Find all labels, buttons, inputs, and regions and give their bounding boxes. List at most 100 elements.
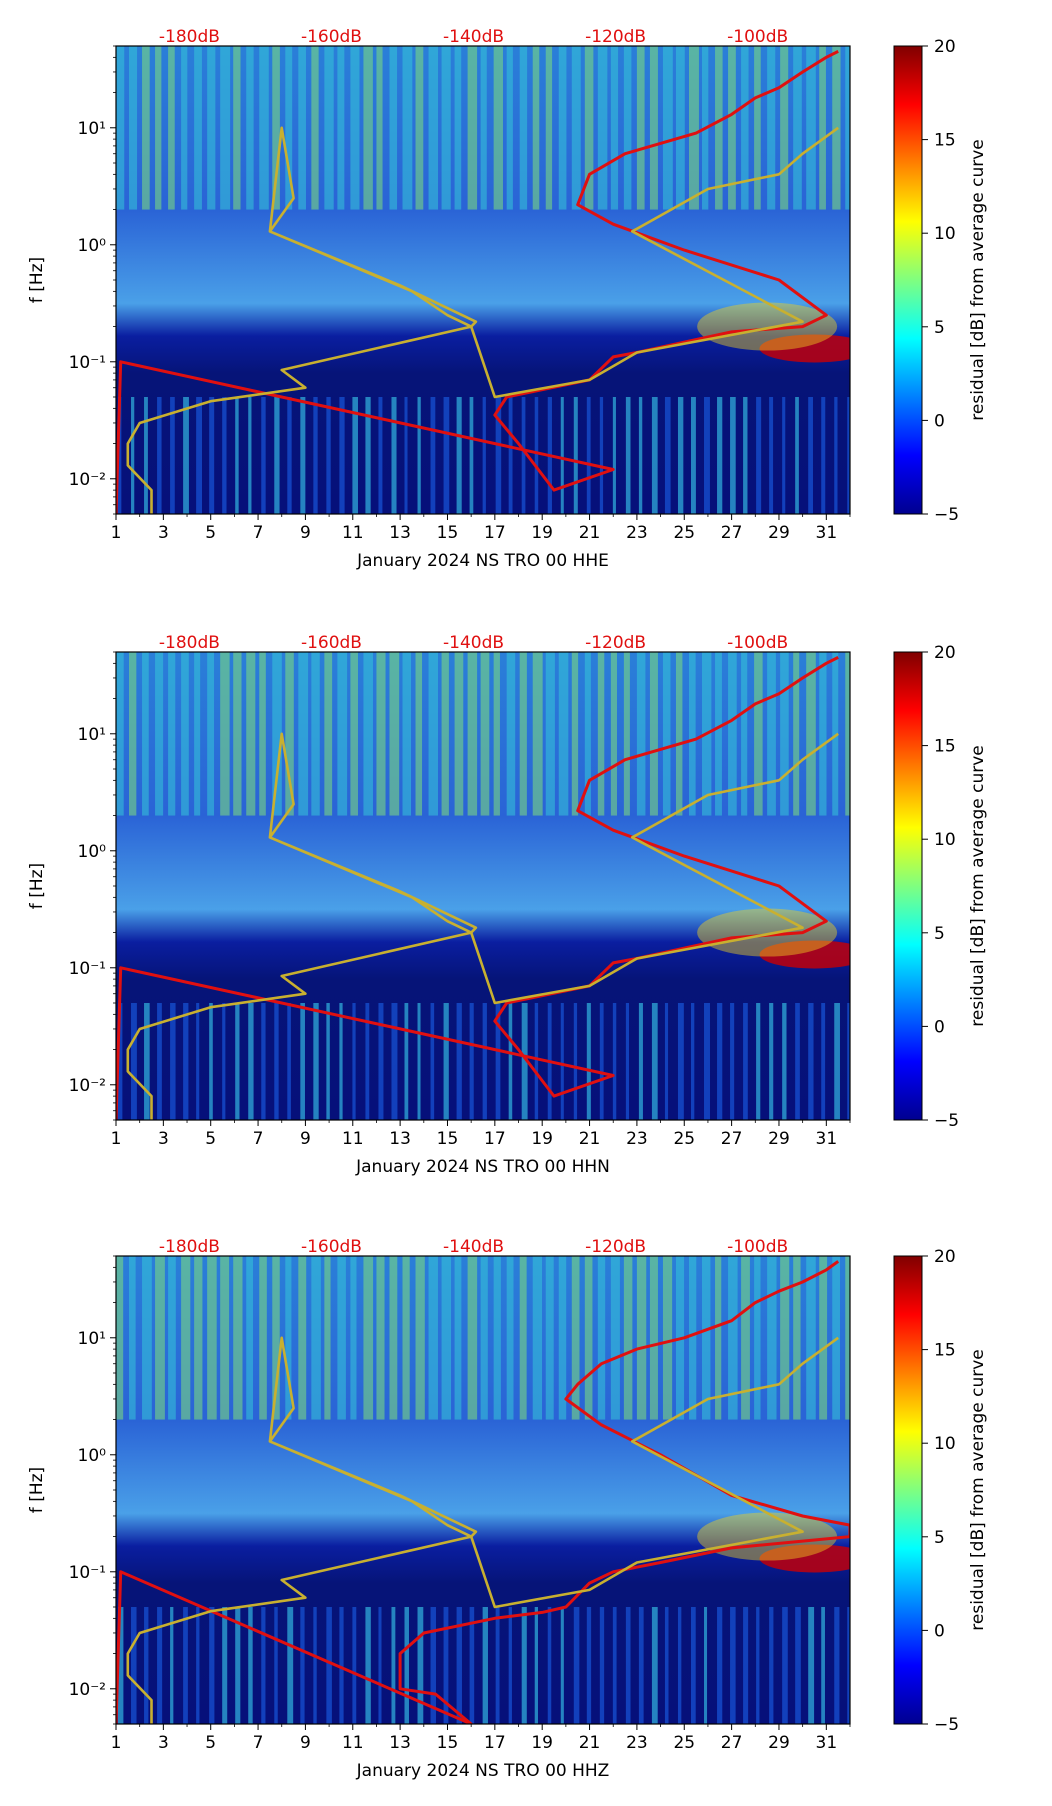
lf-band — [612, 1003, 617, 1120]
hf-band — [558, 46, 567, 210]
y-tick-label: 10⁰ — [78, 1446, 107, 1466]
hf-band — [259, 652, 266, 816]
lf-band — [417, 1003, 421, 1120]
lf-band — [638, 397, 643, 514]
lf-band — [560, 1003, 564, 1120]
lf-band — [469, 1607, 475, 1724]
hf-band — [610, 1256, 620, 1420]
psd-curve-red — [116, 50, 839, 514]
lf-band — [378, 397, 383, 514]
lf-band — [717, 1607, 723, 1724]
hf-band — [610, 652, 617, 816]
hf-band — [806, 46, 816, 210]
hf-band — [506, 1256, 514, 1420]
hf-band — [272, 652, 282, 816]
hf-band — [415, 652, 423, 816]
hf-band — [220, 1256, 230, 1420]
hf-band — [350, 1256, 357, 1420]
lf-band — [248, 1003, 254, 1120]
hf-band — [116, 46, 125, 210]
hf-band — [545, 652, 555, 816]
lf-band — [677, 1003, 684, 1120]
lf-band — [287, 1003, 291, 1120]
x-tick-label: 15 — [437, 1129, 459, 1149]
x-tick-label: 13 — [389, 1733, 411, 1753]
lf-band — [378, 1607, 382, 1724]
y-tick-label: 10⁻¹ — [69, 353, 106, 373]
hf-band — [715, 652, 722, 816]
hf-band — [376, 1256, 385, 1420]
lf-band — [456, 1607, 462, 1724]
hf-band — [636, 652, 646, 816]
x-tick-label: 23 — [626, 523, 648, 543]
colorbar-tick-label: 15 — [934, 737, 956, 757]
hf-band — [845, 1256, 850, 1420]
x-tick-label: 9 — [300, 1733, 311, 1753]
y-tick-label: 10⁻¹ — [69, 959, 106, 979]
lf-band — [391, 1003, 398, 1120]
lf-band — [690, 1003, 695, 1120]
colorbar-tick-label: 0 — [934, 411, 945, 431]
hf-band — [181, 1256, 191, 1420]
lf-band — [756, 397, 762, 514]
lf-band — [235, 397, 239, 514]
lf-band — [235, 1607, 241, 1724]
lf-band — [573, 1607, 580, 1724]
lf-band — [508, 397, 513, 514]
db-scale-label: -120dB — [585, 633, 646, 653]
x-tick-label: 19 — [531, 523, 553, 543]
db-scale-label: -180dB — [159, 1237, 220, 1257]
db-scale-label: -140dB — [443, 27, 504, 47]
hf-band — [571, 1256, 580, 1420]
lf-band — [339, 1607, 344, 1724]
x-tick-label: 15 — [437, 1733, 459, 1753]
hf-band — [649, 46, 658, 210]
lf-band — [391, 1607, 396, 1724]
lf-band — [261, 397, 266, 514]
hf-band — [610, 46, 619, 210]
db-scale-label: -140dB — [443, 1237, 504, 1257]
hf-band — [467, 46, 478, 210]
hf-band — [688, 46, 699, 210]
x-tick-label: 19 — [531, 1733, 553, 1753]
hf-band — [649, 652, 658, 816]
lf-band — [274, 1003, 279, 1120]
hf-band — [558, 1256, 567, 1420]
hf-band — [715, 46, 723, 210]
hf-band — [376, 46, 383, 210]
colorbar-tick-label: 10 — [934, 1434, 956, 1454]
lf-band — [365, 397, 371, 514]
colorbar-tick-label: 15 — [934, 1341, 956, 1361]
lf-band — [339, 397, 345, 514]
lf-band — [209, 1607, 215, 1724]
lf-band — [560, 1607, 564, 1724]
db-scale-label: -120dB — [585, 1237, 646, 1257]
hf-band — [350, 652, 358, 816]
hf-band — [363, 652, 373, 816]
lf-band — [339, 1003, 343, 1120]
hf-band — [155, 1256, 165, 1420]
x-tick-label: 13 — [389, 1129, 411, 1149]
x-tick-label: 5 — [205, 1129, 216, 1149]
lf-band — [638, 1003, 643, 1120]
hf-band — [389, 1256, 398, 1420]
lf-band — [261, 1003, 266, 1120]
hf-band — [688, 652, 696, 816]
lf-band — [326, 397, 331, 514]
lf-band — [834, 397, 838, 514]
hf-band — [363, 1256, 374, 1420]
lf-band — [222, 1607, 228, 1724]
hf-band — [207, 46, 216, 210]
x-tick-label: 17 — [484, 523, 506, 543]
lf-band — [365, 1607, 371, 1724]
lf-band — [769, 1607, 774, 1724]
lf-band — [118, 1607, 124, 1724]
lf-band — [274, 397, 280, 514]
lf-band — [131, 1003, 137, 1120]
lf-band — [664, 1607, 669, 1724]
lf-band — [560, 397, 564, 514]
hf-band — [754, 652, 763, 816]
microseism-peak — [759, 1544, 850, 1573]
